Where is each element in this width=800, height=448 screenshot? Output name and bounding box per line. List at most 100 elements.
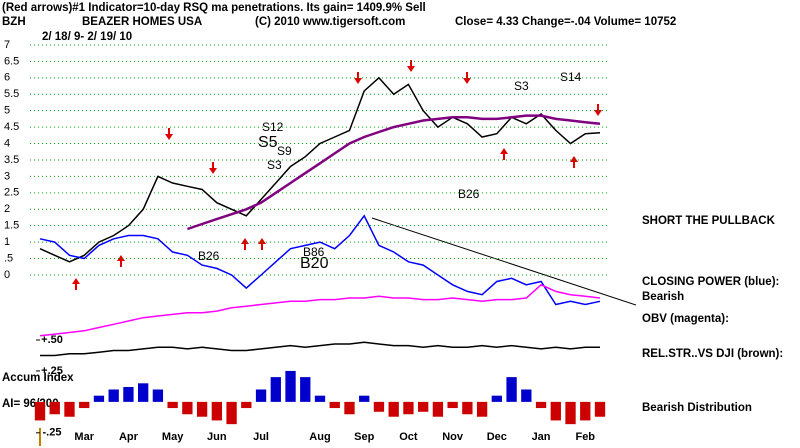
y-tick-label: 2.5 (4, 187, 19, 199)
signal: S3 (514, 79, 529, 93)
buy-arrow (241, 238, 249, 250)
accum-bar (196, 401, 208, 417)
y-tick-label: 4 (4, 137, 10, 149)
y-tick-label: 5.5 (4, 88, 19, 100)
accum-title: Accum Index (2, 372, 74, 384)
company: BEAZER HOMES USA (82, 16, 202, 28)
series-line (39, 214, 601, 306)
annotation: SHORT THE PULLBACK (642, 215, 776, 227)
x-tick-label: Nov (442, 431, 464, 443)
signal: B26 (458, 187, 480, 201)
y-tick-label: 1.5 (4, 220, 19, 232)
signal: S14 (560, 70, 582, 84)
signal: B86 (303, 245, 325, 259)
accum-bar (64, 401, 75, 417)
signal: S12 (262, 120, 284, 134)
series-line (186, 114, 601, 231)
accum-bar (359, 395, 370, 402)
x-tick-label: Dec (487, 431, 507, 443)
accum-bar (241, 401, 252, 409)
accum-bar (152, 389, 164, 402)
x-tick-label: Aug (309, 431, 330, 443)
accum-bar (344, 401, 355, 415)
accum-bar (79, 401, 90, 409)
accum-bar (226, 401, 237, 425)
accum-bar (373, 401, 385, 412)
x-tick-label: Mar (74, 431, 94, 443)
y-tick-label: 2 (4, 203, 10, 215)
sell-arrow (407, 60, 415, 72)
sell-arrow (165, 128, 173, 140)
accum-bar (462, 401, 473, 415)
y-tick-label: 3 (4, 170, 10, 182)
x-tick-label: Feb (575, 431, 595, 443)
copyright: (C) 2010 www.tigersoft.com (255, 16, 405, 28)
accum-bar (550, 401, 561, 421)
y-tick-label: 0 (4, 269, 10, 281)
accum-bar (300, 377, 311, 402)
sell-arrow (209, 162, 217, 174)
y-tick-label: 4.5 (4, 121, 19, 133)
series-line (39, 283, 601, 337)
y-tick-label: 6.5 (4, 55, 19, 67)
annotation: OBV (magenta): (642, 313, 729, 325)
ticker: BZH (2, 16, 26, 28)
buy-arrow (570, 156, 578, 168)
annotation: REL.STR..VS DJI (brown): (642, 348, 783, 360)
buy-arrow (72, 278, 80, 290)
accum-bar (270, 377, 281, 402)
accum-bar (432, 401, 444, 417)
x-tick-label: Jun (207, 431, 227, 443)
signal: B20 (300, 255, 329, 272)
y-tick-label: -.25 (43, 427, 62, 439)
accum-bar (108, 389, 119, 402)
y-tick-label: 7 (4, 39, 10, 51)
accum-bar (476, 401, 488, 417)
annotation: Bearish (642, 291, 684, 303)
accum-bar (447, 401, 458, 409)
annotation: CLOSING POWER (blue): (642, 276, 779, 288)
buy-arrow (117, 255, 125, 267)
signal: S5 (258, 134, 278, 151)
accum-bar (314, 395, 326, 402)
accum-bar (580, 401, 591, 421)
x-tick-label: Sep (354, 431, 374, 443)
y-tick-label: 1 (4, 236, 10, 248)
accum-bar (521, 389, 532, 402)
accum-bar (491, 395, 502, 402)
y-tick-label: +.50 (41, 334, 63, 346)
trend-line (371, 217, 637, 306)
accum-bar (211, 401, 222, 421)
accum-bar (329, 401, 340, 409)
x-tick-label: Jan (532, 431, 551, 443)
date-range: 2/ 18/ 9- 2/ 19/ 10 (42, 31, 132, 43)
chart-title: (Red arrows)#1 Indicator=10-day RSQ ma p… (2, 2, 426, 14)
y-tick-label: +.25 (41, 365, 63, 377)
signal: B26 (198, 249, 220, 263)
accum-bar (167, 401, 178, 409)
accum-bar (182, 401, 193, 415)
buy-arrow (258, 238, 266, 250)
accum-bar (565, 401, 576, 425)
accum-bar (594, 401, 606, 417)
series-line (39, 76, 601, 263)
accum-bar (285, 370, 296, 402)
accum-bar (506, 377, 517, 402)
accum-bar (93, 395, 105, 402)
accum-bar (123, 387, 134, 402)
signal: S9 (277, 144, 292, 158)
buy-arrow (500, 148, 508, 160)
y-tick-label: 6 (4, 72, 10, 84)
accum-bar (138, 383, 149, 402)
accum-bar (535, 401, 547, 409)
series-line (40, 341, 600, 357)
x-tick-label: Apr (119, 431, 139, 443)
accum-note: Bearish Distribution (642, 402, 752, 414)
x-tick-label: May (162, 431, 184, 443)
accum-bar (418, 401, 429, 412)
y-tick-label: .5 (4, 252, 13, 264)
accum-bar (403, 401, 414, 415)
sell-arrow (594, 104, 602, 116)
